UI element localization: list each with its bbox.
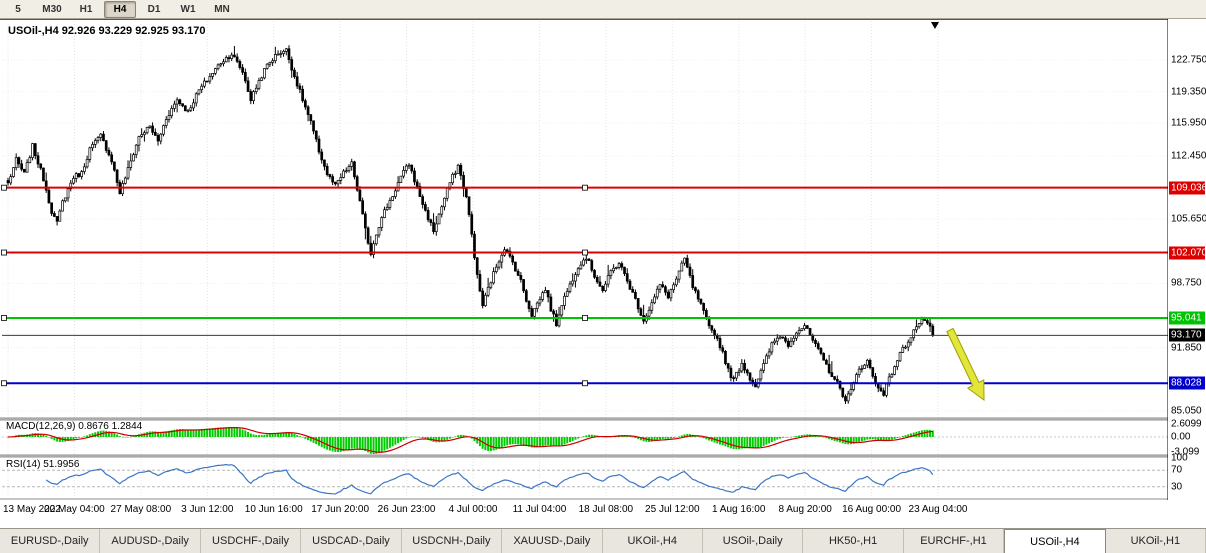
chart-tab-usoil-h4[interactable]: USOil-,H4 [1004, 529, 1106, 553]
rsi-indicator-label: RSI(14) 51.9956 [6, 459, 80, 470]
rsi-line [45, 463, 934, 495]
chart-window [0, 19, 1206, 528]
timeframe-button-h1[interactable]: H1 [79, 3, 93, 15]
gridlines [2, 21, 1168, 499]
resistance-line[interactable] [1, 249, 1169, 256]
chart-tab-eurusd-daily[interactable]: EURUSD-,Daily [0, 529, 101, 553]
chart-tab-hk50-h1[interactable]: HK50-,H1 [803, 529, 904, 553]
chart-tab-eurchf-h1[interactable]: EURCHF-,H1 [904, 529, 1005, 553]
current-bar-marker-icon [931, 22, 939, 29]
timeframe-button-m30[interactable]: M30 [42, 3, 62, 15]
chart-tab-ukoil-h1[interactable]: UKOil-,H1 [1106, 529, 1206, 553]
chart-tab-ukoil-h4[interactable]: UKOil-,H4 [603, 529, 703, 553]
chart-tab-usoil-daily[interactable]: USOil-,Daily [703, 529, 804, 553]
candles-layer [6, 45, 935, 405]
timeframe-button-d1[interactable]: D1 [147, 3, 161, 15]
support-line[interactable] [1, 380, 1169, 387]
timeframe-button-w1[interactable]: W1 [180, 3, 196, 15]
timeframe-button-h4[interactable]: H4 [104, 0, 136, 18]
macd-indicator-label: MACD(12,26,9) 0.8676 1.2844 [6, 421, 143, 432]
timeframe-button-5[interactable]: 5 [15, 3, 21, 15]
chart-title: USOil-,H4 92.926 93.229 92.925 93.170 [8, 25, 206, 37]
price-chart[interactable] [0, 19, 1206, 528]
chart-tab-usdcad-daily[interactable]: USDCAD-,Daily [301, 529, 402, 553]
chart-tab-usdchf-daily[interactable]: USDCHF-,Daily [201, 529, 302, 553]
support-line[interactable] [1, 315, 1169, 321]
down-arrow-drawing[interactable] [946, 327, 985, 401]
chart-tab-usdcnh-daily[interactable]: USDCNH-,Daily [402, 529, 503, 553]
macd-signal-line [7, 427, 933, 453]
resistance-line[interactable] [1, 184, 1169, 191]
chart-tab-audusd-daily[interactable]: AUDUSD-,Daily [100, 529, 201, 553]
timeframe-button-mn[interactable]: MN [214, 3, 230, 15]
chart-tab-xauusd-daily[interactable]: XAUUSD-,Daily [502, 529, 603, 553]
time-axis[interactable] [0, 500, 1168, 527]
macd-histogram [7, 427, 934, 454]
timeframe-toolbar: 5 M30 H1 H4 D1 W1 MN [0, 0, 1206, 19]
price-axis[interactable] [1168, 19, 1206, 528]
chart-tab-bar: EURUSD-,Daily AUDUSD-,Daily USDCHF-,Daily U… [0, 528, 1206, 553]
